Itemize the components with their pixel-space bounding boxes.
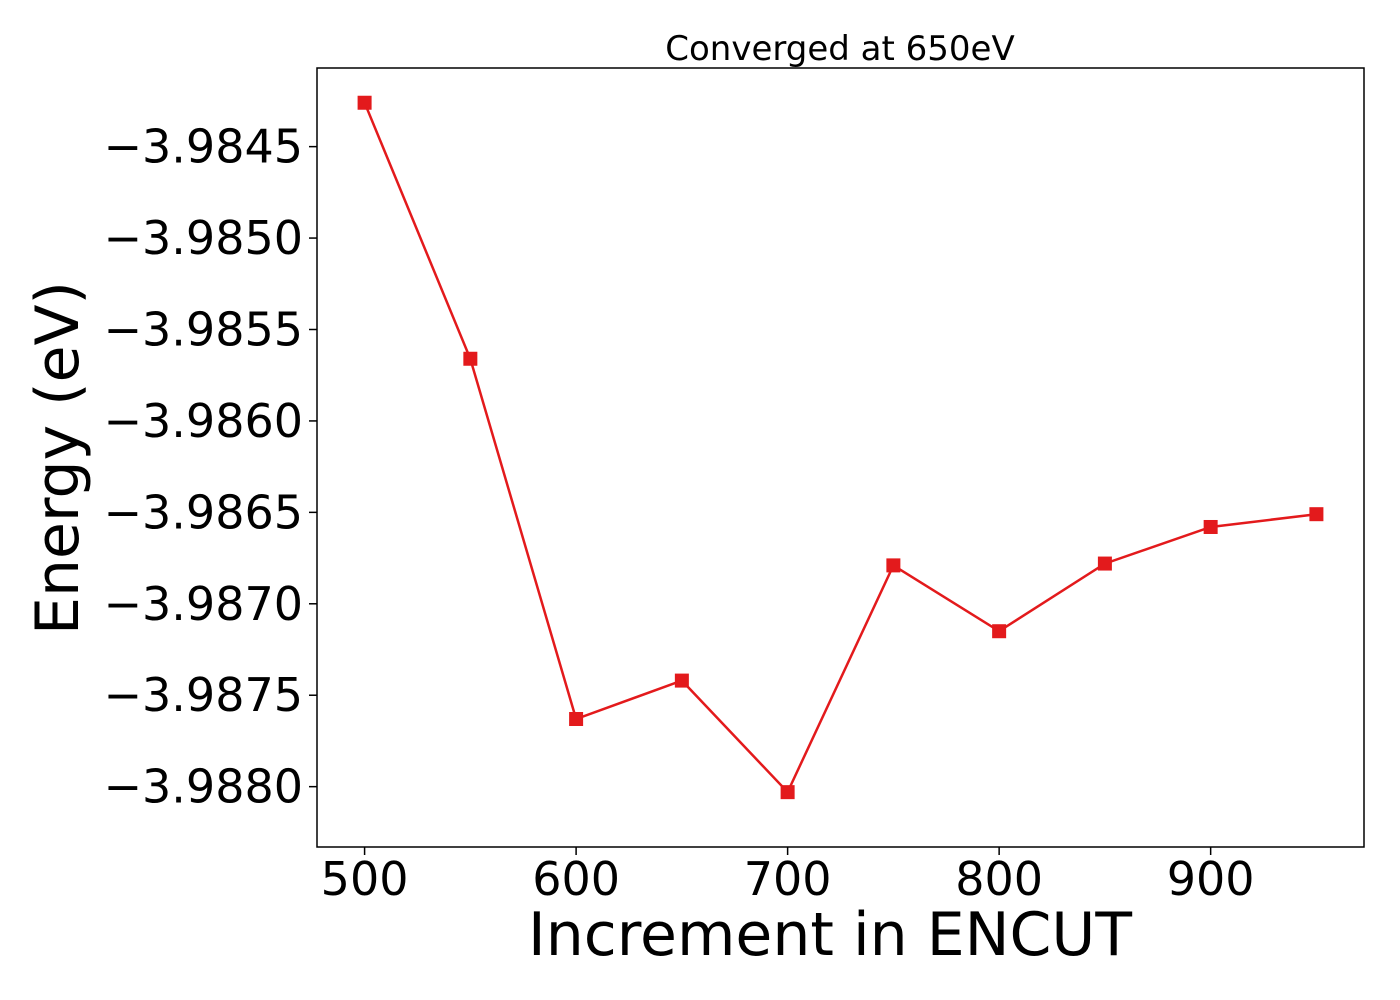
y-tick-label: −3.9875 [104, 668, 304, 722]
y-axis-ticks: −3.9845 −3.9850 −3.9855 −3.9860 −3.9865 −3.98… [104, 120, 317, 814]
y-tick-label: −3.9880 [104, 760, 304, 814]
x-tick-label: 800 [955, 852, 1043, 906]
y-tick-label: −3.9845 [104, 120, 304, 174]
data-point-marker [992, 624, 1007, 639]
y-tick-label: −3.9860 [104, 394, 304, 448]
x-tick-label: 600 [532, 852, 620, 906]
x-axis-label: Increment in ENCUT [528, 900, 1132, 970]
data-point-marker [1097, 556, 1112, 571]
data-point-marker [674, 673, 689, 688]
data-point-marker [463, 351, 478, 366]
x-tick-label: 700 [744, 852, 832, 906]
data-point-marker [886, 558, 901, 573]
data-point-marker [357, 95, 372, 110]
y-axis-label: Energy (eV) [23, 281, 93, 635]
x-tick-label: 900 [1167, 852, 1255, 906]
series-layer [357, 95, 1324, 800]
data-point-marker [569, 711, 584, 726]
y-tick-label: −3.9870 [104, 577, 304, 631]
x-tick-label: 500 [321, 852, 409, 906]
data-point-marker [780, 785, 795, 800]
y-tick-label: −3.9855 [104, 302, 304, 356]
chart-title: Converged at 650eV [665, 29, 1014, 69]
x-axis-ticks: 500 600 700 800 900 [321, 847, 1255, 906]
y-tick-label: −3.9865 [104, 485, 304, 539]
data-point-marker [1203, 519, 1218, 534]
series-line [363, 102, 1317, 795]
data-point-marker [1309, 507, 1324, 522]
plot-frame [316, 67, 1365, 848]
y-tick-label: −3.9850 [104, 211, 304, 265]
